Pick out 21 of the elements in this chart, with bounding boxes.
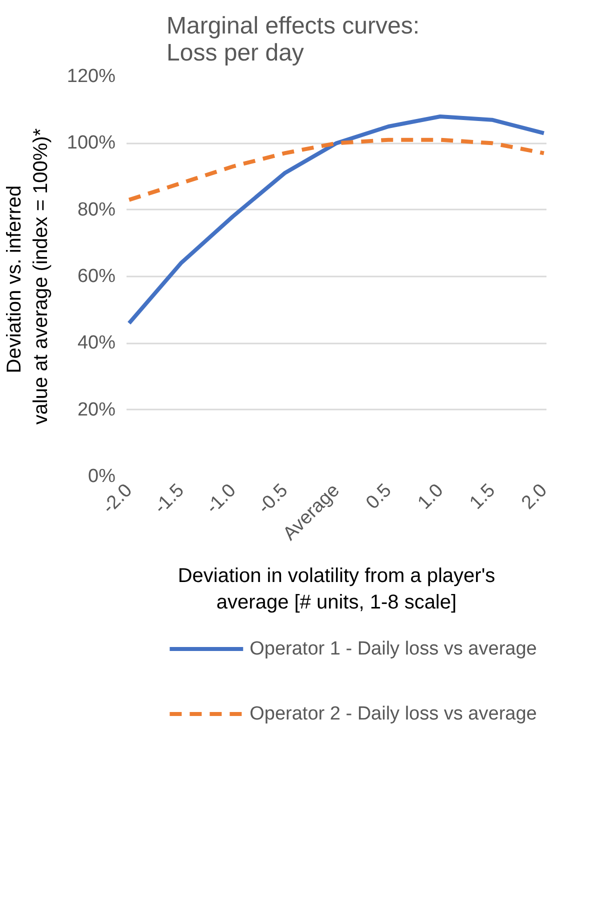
y-tick-label: 60% [77,266,116,287]
line-series [127,138,546,202]
chart-title: Marginal effects curves: Loss per day [166,12,420,66]
y-tick-label: 20% [77,399,116,420]
y-tick-label: 40% [77,332,116,354]
x-tick-label: 1.0 [414,480,448,514]
line-series [127,114,546,326]
y-tick-label: 80% [77,199,116,220]
legend-label: Operator 2 - Daily loss vs average [250,704,537,724]
x-axis-title: Deviation in volatility from a player's average [# units, 1-8 scale] [178,565,496,614]
x-tick-label: -1.5 [150,480,188,518]
y-axis-title: Deviation vs. inferred value at average (index = 100%)* [4,128,52,425]
y-tick-label: 100% [66,132,116,154]
legend-label: Operator 1 - Daily loss vs average [250,638,537,660]
y-tick-label: 120% [66,66,116,87]
x-tick-label: -1.0 [202,480,240,518]
x-tick-label: 2.0 [518,480,552,514]
x-tick-label: -0.5 [254,480,292,518]
x-tick-label: 1.5 [466,480,500,514]
x-tick-label: 0.5 [362,480,396,514]
y-tick-label: 0% [88,466,116,487]
